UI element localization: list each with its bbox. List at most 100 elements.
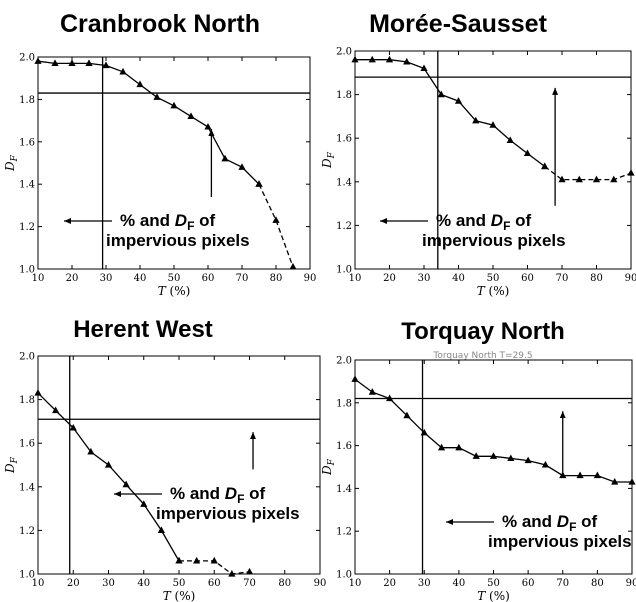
x-tick-label: 70 bbox=[243, 578, 256, 589]
data-point bbox=[506, 136, 514, 143]
panel-moree-sausset: Morée-Sausset 10 20 30 40 50 60 70 80 90 1.0 1.2 1.4… bbox=[318, 0, 636, 301]
x-tick-label: 40 bbox=[134, 273, 147, 284]
chart-herent-west: Herent West 10 20 30 40 50 60 70 80 90 1.0 1.2 1.4 1.… bbox=[3, 316, 326, 602]
data-point bbox=[210, 556, 218, 564]
x-axis-label: T (%) bbox=[477, 284, 510, 298]
x-tick-label: 90 bbox=[626, 578, 636, 589]
annotation-line-2: impervious pixels bbox=[106, 231, 250, 250]
y-axis-label: DF bbox=[3, 456, 20, 474]
x-tick-label: 90 bbox=[304, 273, 317, 284]
x-tick-label: 30 bbox=[418, 578, 431, 589]
data-point bbox=[140, 500, 148, 507]
chart-title: Torquay North bbox=[401, 318, 565, 345]
data-point bbox=[628, 477, 636, 485]
series-line bbox=[258, 183, 294, 268]
data-point bbox=[175, 556, 183, 564]
annotation-line-2: impervious pixels bbox=[156, 504, 300, 523]
annotation-line-2: impervious pixels bbox=[488, 532, 632, 551]
x-tick-label: 50 bbox=[487, 578, 500, 589]
x-tick-label: 60 bbox=[522, 578, 535, 589]
data-point bbox=[255, 180, 263, 187]
data-point bbox=[627, 169, 635, 176]
data-point bbox=[575, 175, 583, 183]
x-tick-label: 50 bbox=[168, 273, 181, 284]
ghost-label: Torquay North T=29.5 bbox=[432, 351, 532, 361]
y-tick-label: 1.4 bbox=[19, 180, 35, 191]
y-tick-label: 1.6 bbox=[19, 439, 35, 450]
data-point bbox=[136, 80, 144, 88]
x-tick-label: 70 bbox=[236, 273, 249, 284]
y-tick-label: 1.2 bbox=[19, 526, 35, 537]
panel-torquay-north: Torquay North Torquay North T=29.5 10 20 30 4… bbox=[318, 301, 636, 602]
y-tick-label: 2.0 bbox=[19, 53, 35, 64]
y-tick-label: 1.4 bbox=[336, 177, 352, 188]
x-tick-label: 70 bbox=[556, 578, 569, 589]
data-point bbox=[34, 389, 42, 396]
data-point bbox=[541, 162, 549, 170]
data-point bbox=[193, 556, 201, 564]
data-point bbox=[187, 112, 195, 119]
data-point bbox=[420, 428, 428, 436]
x-axis-label: T (%) bbox=[477, 589, 510, 602]
x-tick-label: 80 bbox=[270, 273, 283, 284]
data-point bbox=[228, 570, 236, 577]
data-point bbox=[592, 175, 601, 183]
x-tick-label: 80 bbox=[278, 578, 291, 589]
chart-title: Cranbrook North bbox=[60, 10, 260, 38]
x-tick-label: 30 bbox=[100, 273, 113, 284]
y-axis-label: DF bbox=[320, 458, 337, 476]
x-tick-label: 90 bbox=[314, 578, 327, 589]
data-point bbox=[368, 55, 376, 63]
chart-title: Morée-Sausset bbox=[369, 10, 548, 38]
chart-torquay-north: Torquay North Torquay North T=29.5 10 20 30 4… bbox=[320, 318, 636, 602]
data-point bbox=[558, 175, 566, 183]
x-tick-label: 20 bbox=[383, 578, 396, 589]
x-tick-label: 70 bbox=[556, 273, 569, 284]
y-axis-label: DF bbox=[3, 154, 20, 172]
y-tick-label: 1.6 bbox=[19, 137, 35, 148]
x-tick-label: 40 bbox=[452, 273, 465, 284]
y-tick-label: 1.0 bbox=[19, 265, 35, 276]
x-tick-label: 30 bbox=[102, 578, 115, 589]
x-tick-label: 20 bbox=[383, 273, 396, 284]
x-tick-label: 10 bbox=[349, 273, 362, 284]
series-line bbox=[544, 165, 632, 181]
data-point bbox=[34, 57, 42, 64]
data-point bbox=[51, 59, 59, 66]
annotation-line-1: % and DF of bbox=[120, 211, 216, 233]
data-point bbox=[69, 423, 77, 431]
data-point bbox=[68, 59, 76, 66]
x-tick-label: 10 bbox=[32, 273, 45, 284]
data-point bbox=[403, 411, 411, 419]
y-tick-label: 1.8 bbox=[336, 398, 352, 409]
data-point bbox=[454, 97, 463, 104]
x-tick-label: 60 bbox=[521, 273, 534, 284]
data-point bbox=[238, 163, 246, 170]
data-point bbox=[524, 456, 532, 464]
x-tick-label: 60 bbox=[202, 273, 215, 284]
y-tick-label: 1.4 bbox=[336, 484, 352, 495]
data-point bbox=[523, 149, 532, 157]
data-point bbox=[610, 175, 618, 183]
y-tick-label: 1.6 bbox=[336, 134, 352, 145]
y-tick-label: 1.2 bbox=[336, 527, 352, 538]
annotation-line-1: % and DF of bbox=[436, 211, 532, 233]
x-tick-label: 10 bbox=[349, 578, 362, 589]
data-point bbox=[403, 57, 411, 65]
annotation-line-1: % and DF of bbox=[502, 512, 598, 534]
annotation-line-1: % and DF of bbox=[170, 484, 266, 506]
data-point bbox=[472, 452, 480, 459]
y-tick-label: 1.4 bbox=[19, 482, 35, 493]
x-tick-label: 20 bbox=[66, 273, 79, 284]
data-point bbox=[87, 447, 95, 455]
y-tick-label: 1.8 bbox=[19, 95, 35, 106]
chart-moree-sausset: Morée-Sausset 10 20 30 40 50 60 70 80 90 1.0 1.2 1.4… bbox=[320, 10, 636, 298]
y-axis-label: DF bbox=[320, 151, 337, 169]
data-point bbox=[289, 262, 297, 270]
y-tick-label: 1.8 bbox=[336, 90, 352, 101]
y-tick-label: 1.8 bbox=[19, 395, 35, 406]
x-tick-label: 50 bbox=[487, 273, 500, 284]
y-tick-label: 1.6 bbox=[336, 441, 352, 452]
x-tick-label: 90 bbox=[625, 273, 636, 284]
x-tick-label: 20 bbox=[67, 578, 80, 589]
